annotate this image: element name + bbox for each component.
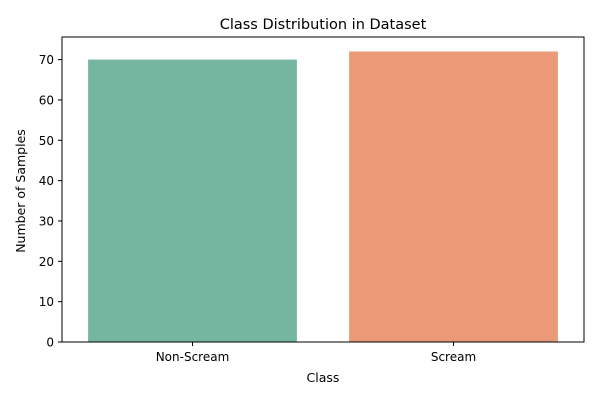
chart-title: Class Distribution in Dataset <box>220 17 427 33</box>
y-tick-label: 0 <box>46 336 54 350</box>
x-tick-label: Non-Scream <box>156 350 230 364</box>
bar-non-scream <box>88 59 297 343</box>
x-tick-label: Scream <box>431 350 476 364</box>
y-tick-label: 70 <box>39 53 54 67</box>
bar-scream <box>349 51 558 343</box>
y-tick-label: 10 <box>39 295 54 309</box>
y-tick-label: 20 <box>39 255 54 269</box>
y-ticks-layer: 0 10 20 30 40 50 60 70 <box>39 53 62 350</box>
y-tick-label: 50 <box>39 134 54 148</box>
plot-frame <box>61 36 585 343</box>
y-tick-label: 60 <box>39 93 54 107</box>
x-axis-label: Class <box>307 370 340 385</box>
y-tick-label: 40 <box>39 174 54 188</box>
bars-layer <box>88 51 558 343</box>
y-tick-label: 30 <box>39 214 54 228</box>
y-axis-label: Number of Samples <box>13 129 28 253</box>
x-ticks-layer: Non-Scream Scream <box>156 342 476 364</box>
